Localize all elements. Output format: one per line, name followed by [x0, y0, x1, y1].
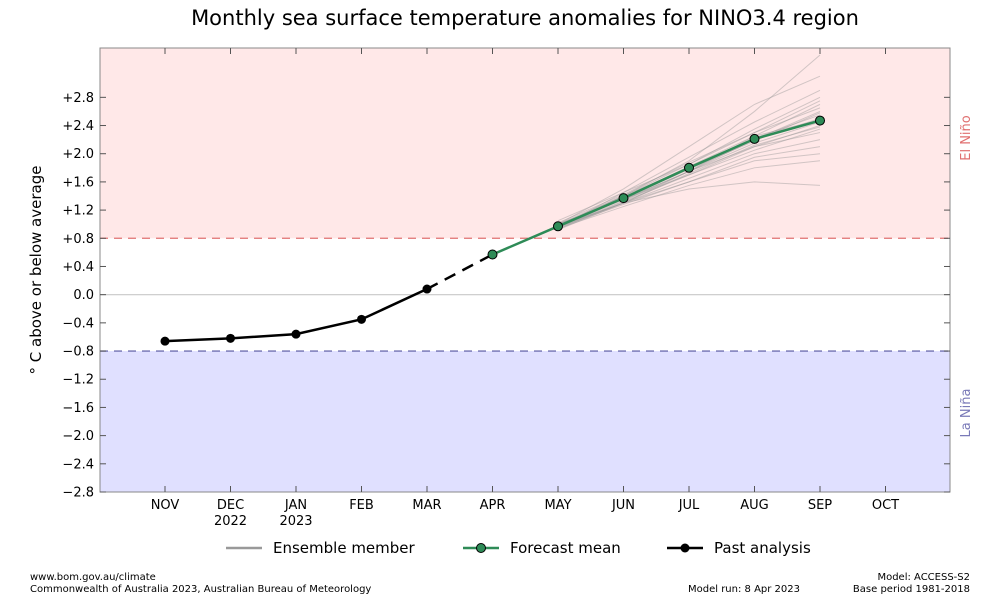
forecast-mean-point	[553, 221, 563, 232]
ensemble-member-line	[557, 139, 821, 227]
x-tick-label: SEP	[808, 498, 832, 513]
x-tick-year-label: 2023	[279, 514, 312, 529]
legend: Ensemble member Forecast mean Past analysi…	[226, 539, 811, 557]
x-tick-label: FEB	[349, 498, 374, 513]
footer-copyright: Commonwealth of Australia 2023, Australi…	[30, 584, 372, 595]
forecast-mean-point	[684, 162, 694, 173]
y-tick-label: +1.6	[62, 175, 94, 190]
x-tick-label: DEC	[217, 498, 244, 513]
el-nino-region	[100, 48, 950, 239]
legend-forecast-marker	[476, 543, 486, 553]
forecast-mean-point	[487, 249, 498, 260]
ensemble-member-line	[557, 146, 821, 229]
y-tick-label: +2.0	[62, 147, 94, 162]
x-tick-label: OCT	[872, 498, 899, 513]
footer-model-run: Model run: 8 Apr 2023	[687, 584, 800, 595]
y-tick-label: −0.8	[62, 345, 94, 360]
y-tick-label: −2.8	[62, 486, 94, 501]
y-tick-label: 0.0	[73, 288, 94, 303]
legend-ensemble-label: Ensemble member	[273, 539, 416, 557]
la-nina-label: La Niña	[959, 389, 974, 438]
x-tick-label: NOV	[151, 498, 180, 513]
x-tick-label: JUL	[678, 498, 700, 513]
forecast-mean-point	[618, 193, 629, 204]
footer-model-info: Model: ACCESS-S2 Base period 1981-2018	[853, 572, 970, 596]
y-tick-label: +0.4	[62, 260, 94, 275]
la-nina-region	[100, 351, 950, 492]
x-tick-label: MAR	[412, 498, 441, 513]
forecast-mean-point	[815, 115, 825, 126]
x-tick-year-label: 2022	[214, 514, 247, 529]
ensemble-member-line	[557, 181, 821, 228]
y-tick-label: −2.0	[62, 429, 94, 444]
x-tick-label: AUG	[740, 498, 768, 513]
x-tick-label: JUN	[611, 498, 635, 513]
past-analysis-point	[357, 314, 366, 324]
forecast-mean-point	[749, 133, 760, 144]
x-tick-label: MAY	[544, 498, 571, 513]
y-tick-label: +0.8	[62, 232, 94, 247]
legend-past-marker	[680, 543, 690, 553]
footer-base-period: Base period 1981-2018	[852, 584, 970, 595]
ensemble-member-line	[557, 126, 821, 231]
x-tick-label: JAN	[284, 498, 307, 513]
transition-dashed-line	[426, 253, 494, 291]
y-tick-label: +2.4	[62, 119, 94, 134]
past-analysis-point	[422, 284, 432, 294]
footer-credit: www.bom.gov.au/climate Commonwealth of A…	[30, 572, 371, 596]
past-analysis-point	[160, 336, 170, 346]
ensemble-member-line	[557, 89, 821, 229]
plot-frame	[99, 47, 951, 493]
y-tick-label: −1.6	[62, 401, 94, 416]
legend-past-label: Past analysis	[714, 539, 811, 557]
y-tick-label: −1.2	[62, 373, 94, 388]
footer-url[interactable]: www.bom.gov.au/climate	[30, 572, 156, 583]
y-tick-label: +2.8	[62, 91, 94, 106]
y-tick-label: −0.4	[62, 316, 94, 331]
y-tick-label: +1.2	[62, 204, 94, 219]
y-tick-label: −2.4	[62, 457, 94, 472]
past-analysis-point	[291, 329, 301, 339]
forecast-mean-line	[492, 119, 821, 256]
chart-title: Monthly sea surface temperature anomalie…	[191, 6, 859, 30]
ensemble-member-line	[557, 153, 821, 227]
legend-forecast-label: Forecast mean	[510, 539, 621, 557]
ensemble-member-line	[557, 75, 821, 225]
past-analysis-point	[226, 333, 235, 343]
ensemble-member-line	[557, 100, 821, 224]
ensemble-member-line	[557, 160, 821, 229]
el-nino-label: El Niño	[959, 115, 974, 161]
ensemble-member-line	[557, 54, 821, 227]
ensemble-member-line	[557, 125, 821, 230]
x-tick-label: APR	[480, 498, 506, 513]
footer-model: Model: ACCESS-S2	[877, 572, 970, 583]
y-axis-label: ° C above or below average	[27, 166, 45, 375]
